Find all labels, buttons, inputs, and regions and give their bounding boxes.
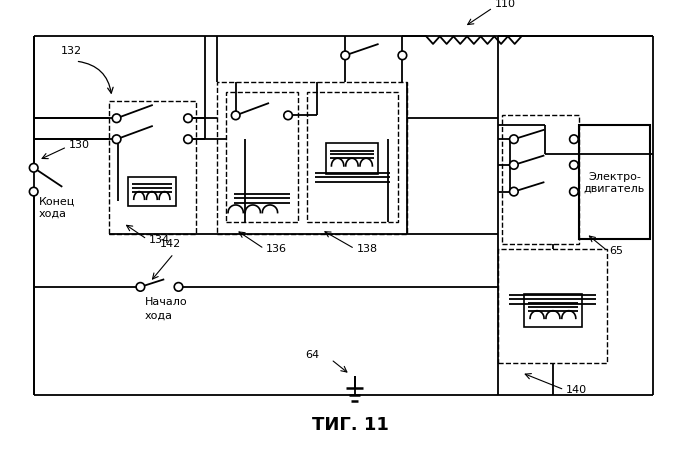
Circle shape [570,136,578,144]
Text: 65: 65 [609,245,623,255]
Bar [503,116,579,244]
Text: 132: 132 [62,46,83,56]
Circle shape [29,188,38,197]
Bar [128,178,176,207]
Text: 140: 140 [566,384,587,394]
Circle shape [112,136,121,144]
Circle shape [112,115,121,123]
Text: 138: 138 [357,243,378,253]
Bar [498,249,607,363]
Bar [226,92,298,222]
Circle shape [341,52,349,61]
Circle shape [398,52,407,61]
Text: ΤИГ. 11: ΤИГ. 11 [312,415,388,433]
Circle shape [29,164,38,173]
Text: Начало: Начало [145,296,188,306]
Bar [109,102,196,235]
Text: Конец: Конец [38,196,75,206]
Circle shape [570,161,578,170]
Bar [326,144,378,174]
Circle shape [570,188,578,197]
Circle shape [510,161,518,170]
Text: 110: 110 [495,0,516,9]
Circle shape [136,283,145,292]
Bar [216,83,407,235]
Text: 64: 64 [305,349,319,359]
Text: 130: 130 [69,140,90,150]
Text: 142: 142 [160,238,181,248]
Circle shape [510,188,518,197]
Text: хода: хода [145,310,173,320]
Text: 134: 134 [149,235,170,245]
Text: 136: 136 [266,243,287,253]
Circle shape [183,115,192,123]
Bar [307,92,398,222]
Bar [524,294,582,328]
Circle shape [510,136,518,144]
Circle shape [232,112,240,121]
Circle shape [183,136,192,144]
Text: хода: хода [38,208,66,218]
Circle shape [174,283,183,292]
Circle shape [284,112,293,121]
Bar [579,126,650,240]
Text: Электро-
двигатель: Электро- двигатель [584,172,645,193]
